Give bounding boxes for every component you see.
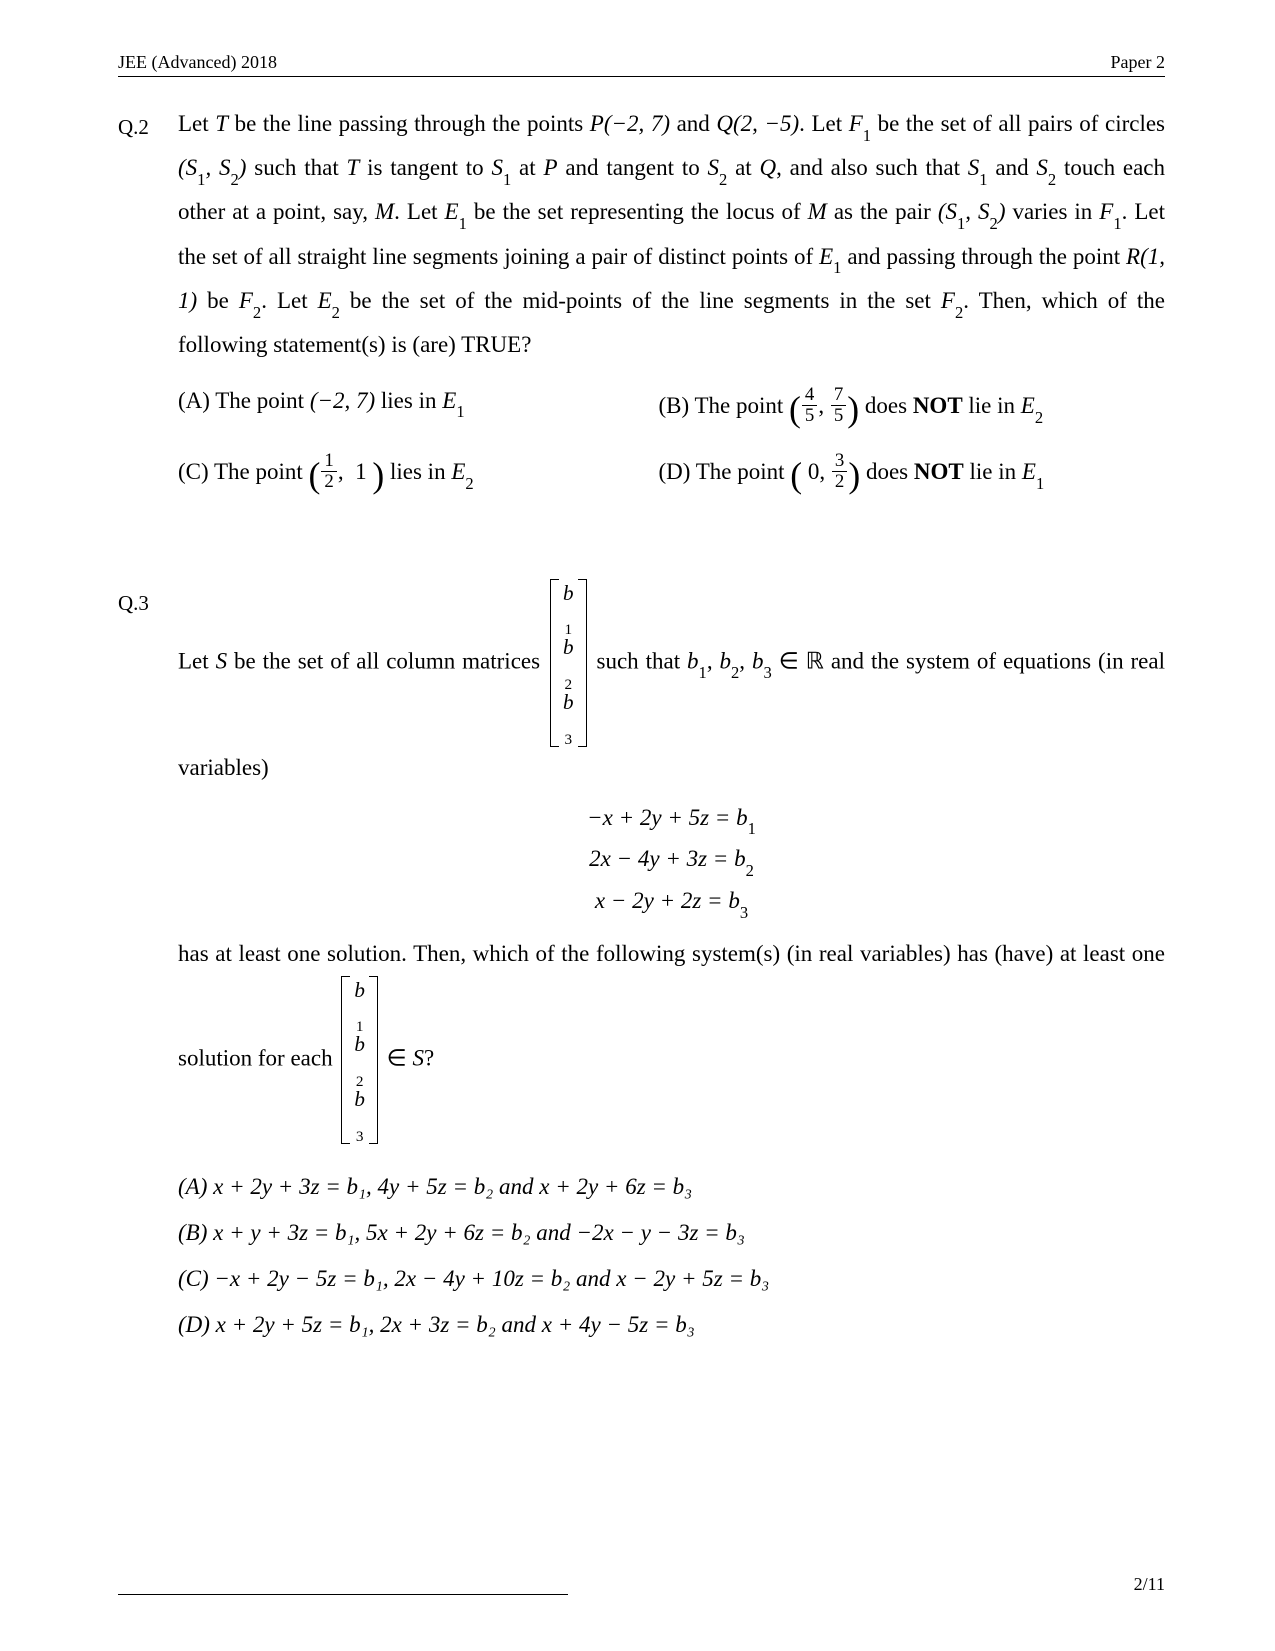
column-matrix: b1 b2 b3 xyxy=(550,579,587,748)
option-2A: (A) The point (−2, 7) lies in E1 xyxy=(178,385,638,435)
option-3C: (C) −x + 2y − 5z = b₁, 2x − 4y + 10z = b… xyxy=(178,1256,1165,1302)
page-number: 2/11 xyxy=(1134,1574,1165,1595)
question-2-body: Let T be the line passing through the po… xyxy=(178,103,1165,501)
column-matrix-2: b1 b2 b3 xyxy=(341,976,378,1145)
option-3B: (B) x + y + 3z = b₁, 5x + 2y + 6z = b₂ a… xyxy=(178,1210,1165,1256)
question-2: Q.2 Let T be the line passing through th… xyxy=(118,103,1165,501)
option-2D: (D) The point ( 0, 32) does NOT lie in E… xyxy=(658,451,1165,501)
option-3D: (D) x + 2y + 5z = b₁, 2x + 3z = b₂ and x… xyxy=(178,1302,1165,1348)
question-2-number: Q.2 xyxy=(118,103,178,147)
question-2-options: (A) The point (−2, 7) lies in E1 (B) The… xyxy=(178,385,1165,501)
equation-system: −x + 2y + 5z = b1 2x − 4y + 3z = b2 x − … xyxy=(178,798,1165,923)
question-3-body: Let S be the set of all column matrices … xyxy=(178,579,1165,1349)
option-3A: (A) x + 2y + 3z = b₁, 4y + 5z = b₂ and x… xyxy=(178,1164,1165,1210)
page-footer: 2/11 xyxy=(118,1574,1165,1595)
page-header: JEE (Advanced) 2018 Paper 2 xyxy=(118,52,1165,77)
question-3-number: Q.3 xyxy=(118,579,178,623)
footer-rule xyxy=(118,1594,568,1595)
header-left: JEE (Advanced) 2018 xyxy=(118,52,277,73)
header-right: Paper 2 xyxy=(1111,52,1165,73)
question-3: Q.3 Let S be the set of all column matri… xyxy=(118,579,1165,1349)
option-2B: (B) The point (45, 75) does NOT lie in E… xyxy=(658,385,1165,435)
option-2C: (C) The point (12, 1 ) lies in E2 xyxy=(178,451,638,501)
question-3-options: (A) x + 2y + 3z = b₁, 4y + 5z = b₂ and x… xyxy=(178,1164,1165,1348)
